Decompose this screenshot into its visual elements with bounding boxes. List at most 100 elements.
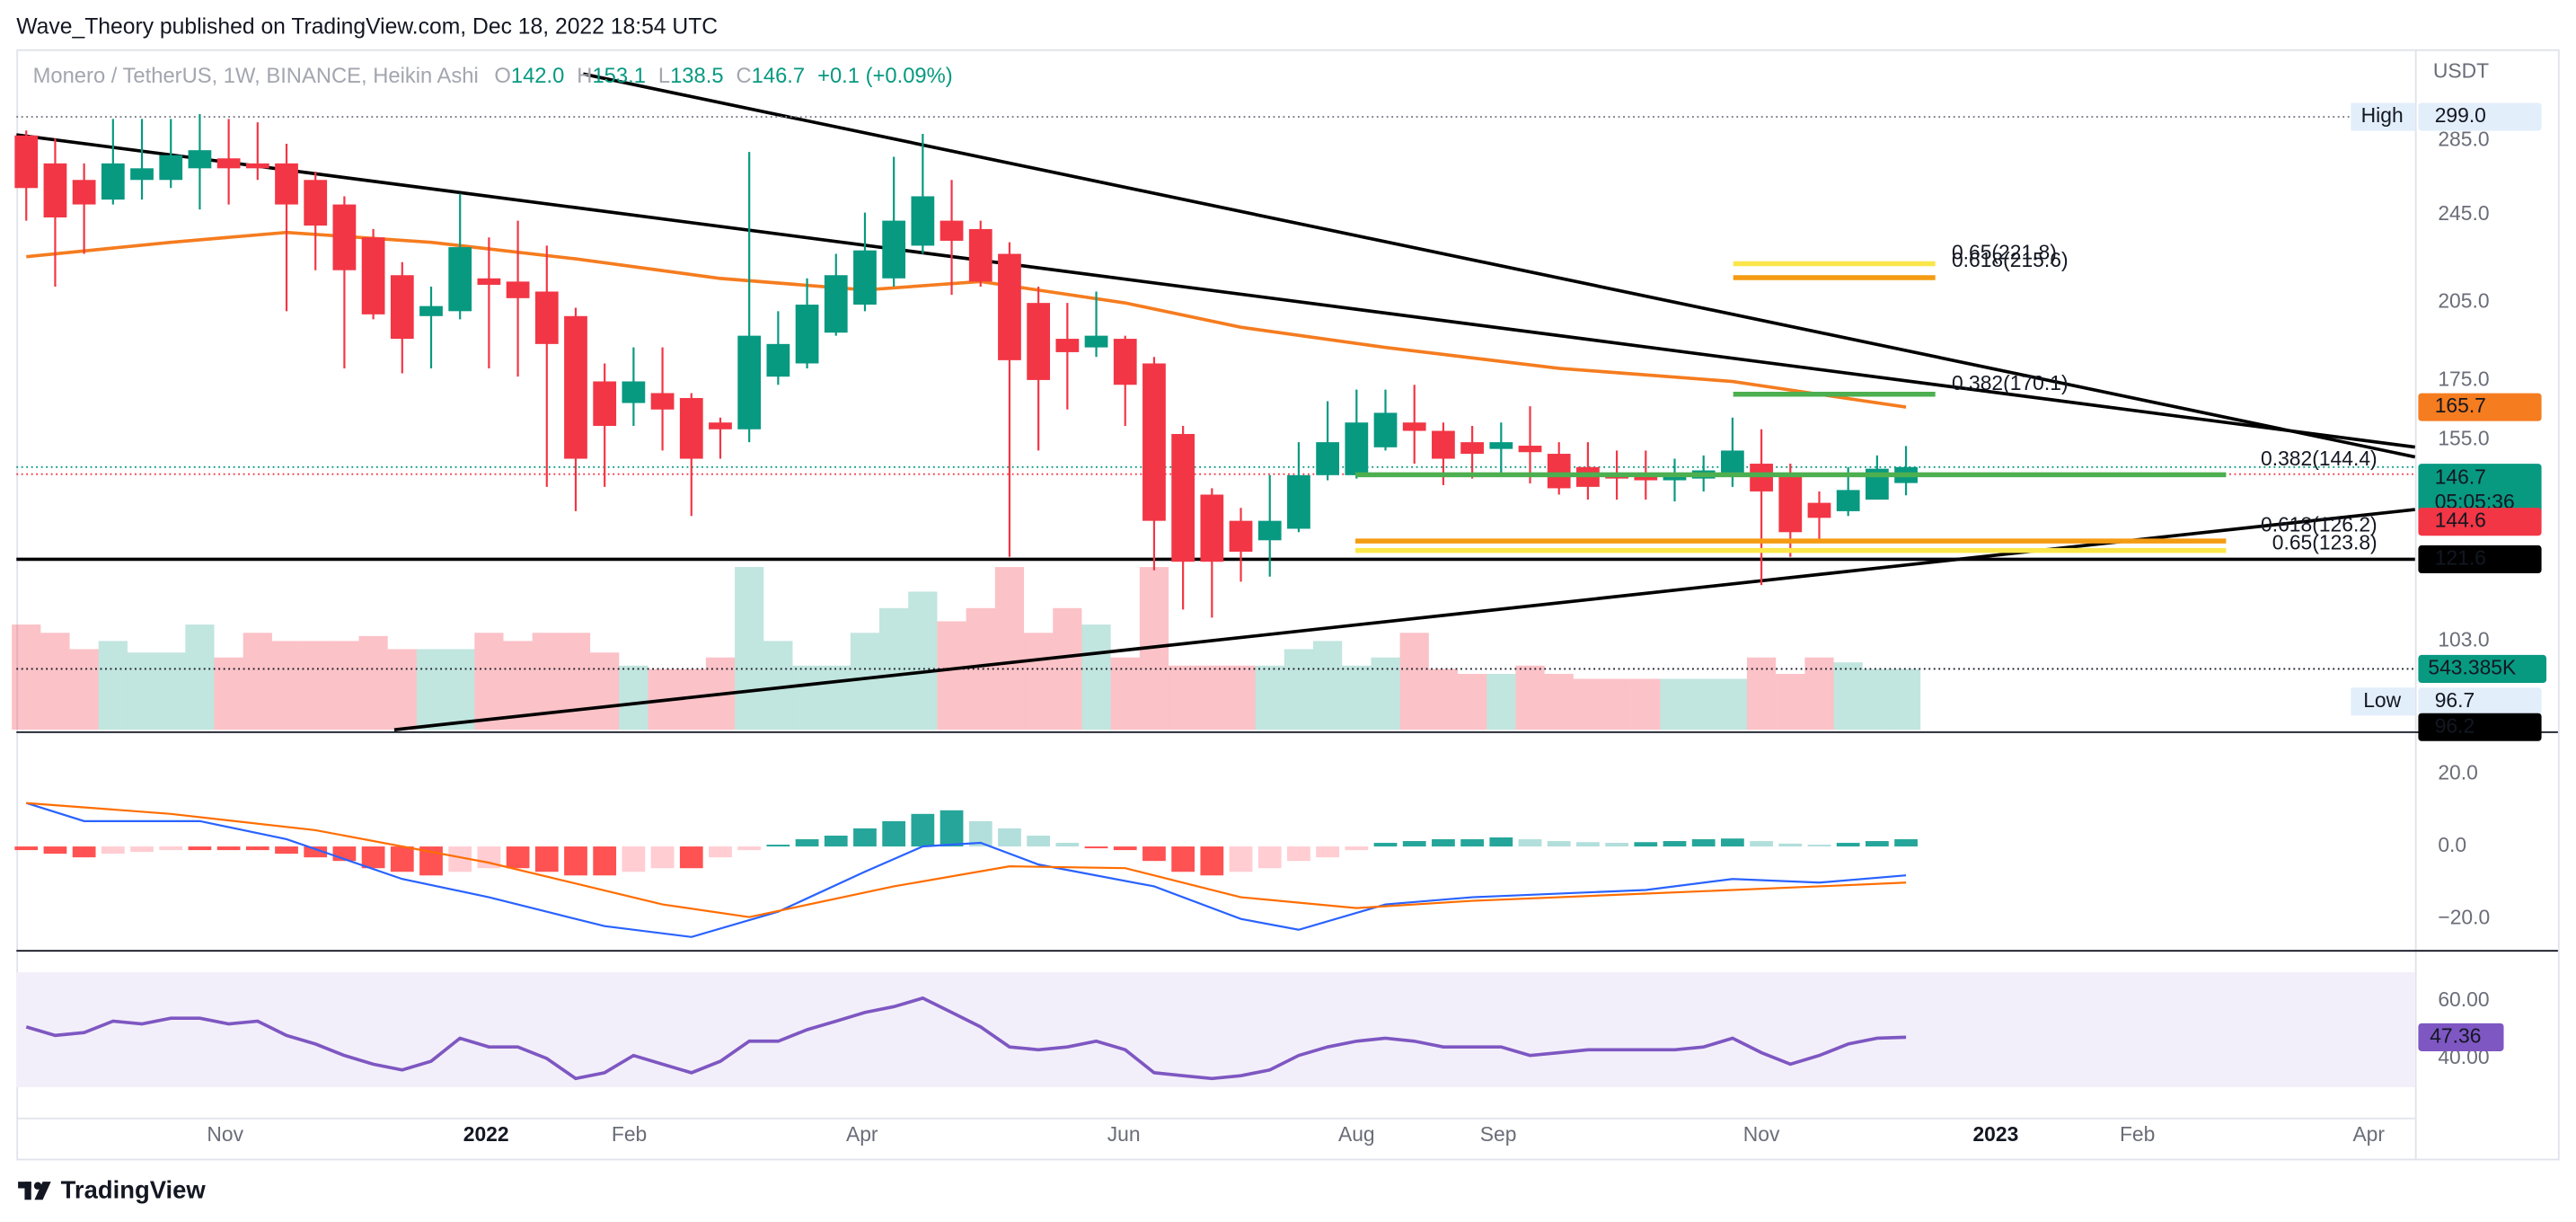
macd-histogram-bar — [1807, 845, 1831, 847]
candle-body — [1489, 442, 1513, 449]
price-badge-title-box — [2351, 687, 2415, 716]
volume-bar — [330, 641, 359, 731]
volume-badge — [2418, 654, 2547, 684]
candle-body — [304, 180, 328, 226]
price-badge — [2418, 687, 2542, 716]
signal-line — [26, 801, 1907, 918]
rsi-badge-label: 47.36 — [2430, 1023, 2481, 1047]
volume-bar — [792, 665, 822, 731]
volume-badge-label: 543.385K — [2428, 656, 2516, 679]
candle-body — [564, 315, 587, 459]
volume-bar — [1515, 665, 1545, 731]
candle-body — [709, 422, 732, 429]
volume-bar — [966, 607, 995, 731]
fib-label: 0.382(170.1) — [1952, 371, 2069, 394]
volume-bar — [1313, 641, 1343, 731]
candle-body — [622, 381, 646, 403]
x-tick-label: Feb — [2120, 1122, 2155, 1146]
volume-bar — [69, 649, 99, 731]
macd-histogram-bar — [1287, 846, 1310, 862]
high-label: H — [577, 64, 592, 88]
macd-histogram-bar — [506, 846, 530, 869]
volume-bar — [1081, 624, 1111, 731]
volume-bar — [1255, 665, 1284, 731]
candle-body — [1460, 442, 1484, 455]
candle-body — [1836, 490, 1860, 511]
candle-body — [1547, 454, 1571, 489]
macd-histogram-bar — [1257, 846, 1282, 869]
volume-bar — [1399, 633, 1429, 731]
rsi-tick-label: 60.00 — [2438, 987, 2489, 1011]
volume-bar — [619, 665, 648, 731]
macd-tick-label: 0.0 — [2438, 833, 2466, 856]
x-tick-label: Nov — [1743, 1122, 1780, 1146]
macd-histogram-bar — [361, 846, 385, 869]
price-badge — [2418, 464, 2542, 517]
volume-bar — [12, 624, 41, 731]
candle-body — [1055, 339, 1080, 352]
macd-histogram-bar — [766, 845, 790, 847]
y-tick-label: 155.0 — [2438, 427, 2489, 450]
candle-body — [1113, 339, 1137, 385]
price-badge-title: High — [2361, 103, 2404, 127]
volume-bar — [735, 567, 764, 731]
x-tick-label: 2022 — [463, 1122, 509, 1146]
open-label: O — [494, 64, 511, 88]
volume-bar — [474, 633, 504, 731]
candle-body — [448, 247, 472, 312]
volume-bar — [937, 621, 966, 731]
volume-bar — [1804, 657, 1834, 731]
tradingview-logo — [18, 1182, 51, 1200]
volume-bar — [1226, 665, 1256, 731]
macd-tick-label: 20.0 — [2438, 761, 2477, 784]
x-tick-label: Apr — [846, 1122, 878, 1146]
candle-body — [1432, 430, 1455, 459]
macd-histogram-bar — [130, 846, 154, 853]
candle-body — [1200, 494, 1224, 562]
volume-bar — [301, 641, 331, 731]
plot-layer: Nov 2022 Feb Apr Jun Aug Sep Nov 2023 Feb Apr 285.0… — [12, 72, 2547, 1146]
volume-bar — [1371, 657, 1400, 731]
price-badge — [2418, 713, 2542, 741]
volume-bar — [994, 567, 1025, 731]
volume-bar — [127, 652, 157, 731]
macd-histogram-bar — [1691, 839, 1716, 847]
candle-body — [1807, 502, 1831, 518]
x-tick-label: Jun — [1107, 1122, 1141, 1146]
candle-body — [882, 220, 906, 279]
volume-bar — [1689, 678, 1718, 731]
candle-body — [72, 180, 96, 205]
macd-histogram-bar — [1113, 846, 1137, 851]
volume-bar — [98, 641, 128, 731]
macd-histogram-bar — [1836, 843, 1860, 847]
candle-body — [968, 228, 992, 282]
macd-histogram-bar — [853, 828, 877, 847]
price-badge-label: 165.7 — [2435, 394, 2486, 417]
low-label: L — [658, 64, 670, 88]
macd-histogram-bar — [1142, 846, 1166, 862]
symbol: Monero / TetherUS, 1W, BINANCE, Heikin A… — [33, 64, 479, 88]
macd-histogram-bar — [1373, 843, 1398, 847]
price-badge-title-box — [2351, 102, 2415, 131]
candle-body — [534, 291, 559, 344]
macd-histogram-bar — [1721, 838, 1744, 847]
volume-bar — [1833, 662, 1863, 731]
macd-histogram-bar — [216, 846, 241, 851]
volume-bar — [1776, 674, 1805, 731]
candle-body — [1345, 422, 1369, 475]
candle-body — [43, 163, 67, 217]
close-value: 146.7 — [752, 64, 805, 88]
frame — [16, 49, 2560, 1161]
macd-histogram-bar — [1518, 839, 1542, 847]
candle-body — [940, 220, 964, 241]
price-badge — [2418, 545, 2542, 574]
macd-histogram-bar — [72, 846, 96, 858]
macd-histogram-bar — [882, 820, 906, 847]
trend-line — [393, 508, 2415, 731]
macd-histogram-bar — [43, 846, 67, 855]
fib-label: 0.382(144.4) — [2261, 447, 2378, 470]
y-tick-label: 205.0 — [2438, 289, 2489, 313]
volume-bar — [1573, 678, 1603, 731]
macd-tick-label: −20.0 — [2438, 906, 2490, 929]
candle-body — [853, 250, 877, 306]
